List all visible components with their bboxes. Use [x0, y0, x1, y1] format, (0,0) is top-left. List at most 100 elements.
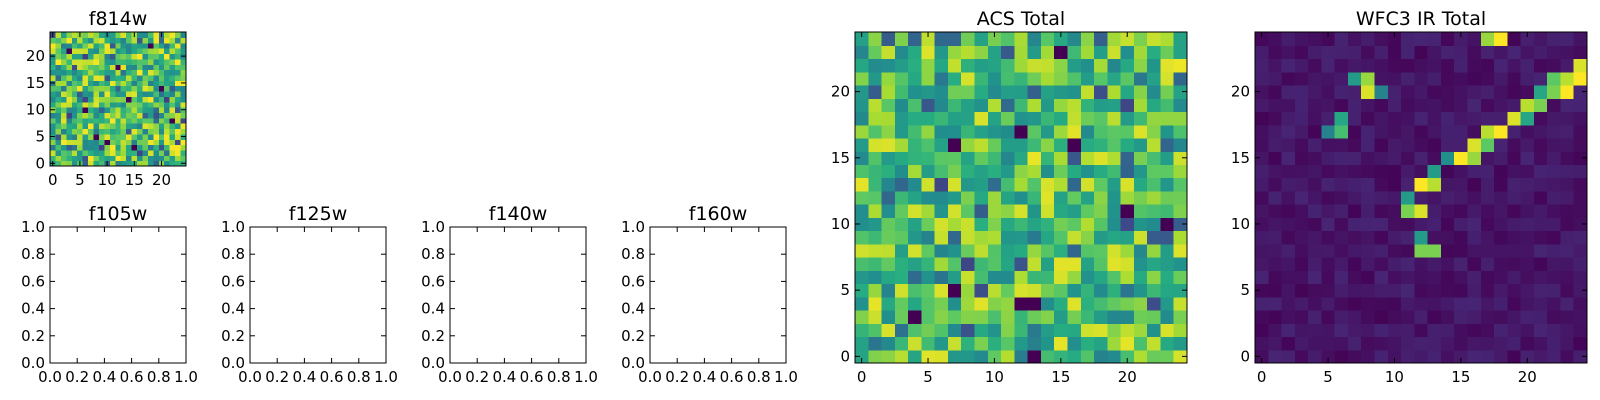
heatmap-cell: [1160, 270, 1175, 285]
heatmap-cell: [60, 58, 67, 65]
heatmap-cell: [180, 90, 187, 97]
heatmap-cell: [1494, 310, 1508, 324]
heatmap-cell: [1107, 111, 1122, 126]
heatmap-cell: [60, 80, 67, 87]
heatmap-cell: [126, 155, 133, 162]
heatmap-cell: [1334, 111, 1349, 126]
heatmap-cell: [120, 160, 127, 167]
heatmap-cell: [1255, 243, 1269, 258]
heatmap-cell: [987, 217, 1002, 232]
heatmap-cell: [1440, 257, 1455, 271]
heatmap-cell: [142, 144, 149, 151]
heatmap-cell: [1334, 45, 1349, 60]
heatmap-cell: [1173, 151, 1188, 165]
heatmap-cell: [1147, 257, 1162, 271]
heatmap-cell: [1573, 230, 1588, 245]
heatmap-cell: [158, 112, 165, 119]
heatmap-cell: [55, 96, 62, 103]
heatmap-cell: [55, 128, 62, 135]
heatmap-cell: [1507, 84, 1522, 99]
heatmap-cell: [1454, 310, 1469, 324]
heatmap-cell: [120, 37, 127, 44]
y-tick-label: 1.0: [421, 218, 445, 236]
heatmap-cell: [93, 160, 100, 167]
heatmap-cell: [1147, 177, 1162, 192]
heatmap-cell: [164, 101, 171, 108]
heatmap-cell: [1454, 349, 1469, 364]
heatmap-cell: [894, 296, 909, 311]
heatmap-cell: [1547, 164, 1562, 179]
heatmap-cell: [1454, 84, 1469, 99]
heatmap-cell: [60, 133, 67, 140]
heatmap-cell: [1334, 164, 1349, 179]
heatmap-cell: [158, 96, 165, 103]
heatmap-cell: [881, 257, 896, 271]
heatmap-cell: [93, 139, 100, 146]
heatmap-cell: [137, 37, 144, 44]
heatmap-cell: [1014, 45, 1029, 60]
heatmap-cell: [921, 190, 936, 205]
heatmap-cell: [147, 80, 154, 87]
heatmap-cell: [1107, 190, 1122, 205]
heatmap-cell: [77, 37, 84, 44]
y-tick-label: 1.0: [621, 218, 645, 236]
heatmap-cell: [855, 349, 869, 364]
heatmap-cell: [104, 74, 111, 81]
heatmap-cell: [1294, 283, 1309, 298]
heatmap-cell: [1427, 45, 1442, 60]
heatmap-cell: [934, 98, 949, 113]
heatmap-cell: [855, 230, 869, 245]
heatmap-cell: [1067, 45, 1082, 60]
heatmap-cell: [1160, 217, 1175, 232]
plot-frame: [49, 31, 187, 167]
heatmap-cell: [126, 48, 133, 55]
heatmap-cell: [1160, 336, 1175, 351]
heatmap-cell: [1054, 137, 1069, 152]
heatmap-cell: [153, 144, 160, 151]
heatmap-cell: [1533, 177, 1548, 192]
heatmap-cell: [88, 90, 95, 97]
heatmap-cell: [1014, 283, 1029, 298]
heatmap-cell: [1414, 217, 1429, 232]
heatmap-cell: [131, 90, 138, 97]
heatmap-cell: [1255, 204, 1269, 218]
heatmap-cell: [1533, 217, 1548, 232]
heatmap-cell: [142, 85, 149, 92]
heatmap-cell: [1281, 151, 1296, 165]
heatmap-cell: [1361, 164, 1376, 179]
heatmap-cell: [1107, 58, 1122, 73]
heatmap-cell: [1560, 164, 1575, 179]
heatmap-cell: [1560, 336, 1575, 351]
heatmap-cell: [868, 217, 883, 232]
heatmap-cell: [175, 144, 182, 151]
heatmap-cell: [98, 155, 105, 162]
heatmap-cell: [1507, 32, 1522, 46]
heatmap-cell: [1520, 230, 1535, 245]
heatmap-cell: [974, 32, 989, 46]
heatmap-cell: [1374, 230, 1389, 245]
heatmap-cell: [1147, 190, 1162, 205]
heatmap-cell: [164, 144, 171, 151]
heatmap-cell: [1374, 257, 1389, 271]
heatmap-cell: [1268, 98, 1283, 113]
heatmap-cell: [164, 107, 171, 113]
heatmap-cell: [88, 32, 95, 38]
heatmap-cell: [1014, 310, 1029, 324]
heatmap-cell: [1494, 111, 1508, 126]
heatmap-cell: [164, 139, 171, 146]
heatmap-cell: [131, 139, 138, 146]
heatmap-cell: [1268, 310, 1283, 324]
heatmap-cell: [1321, 310, 1336, 324]
heatmap-cell: [1454, 137, 1469, 152]
heatmap-cell: [142, 107, 149, 113]
heatmap-cell: [1133, 257, 1148, 271]
heatmap-cell: [1387, 349, 1402, 364]
heatmap-cell: [1387, 257, 1402, 271]
heatmap-cell: [1387, 71, 1402, 86]
heatmap-cell: [1427, 177, 1442, 192]
heatmap-cell: [1427, 111, 1442, 126]
heatmap-cell: [1347, 270, 1362, 285]
heatmap-cell: [1001, 296, 1015, 311]
heatmap-cell: [1401, 283, 1415, 298]
heatmap-cell: [908, 190, 922, 205]
